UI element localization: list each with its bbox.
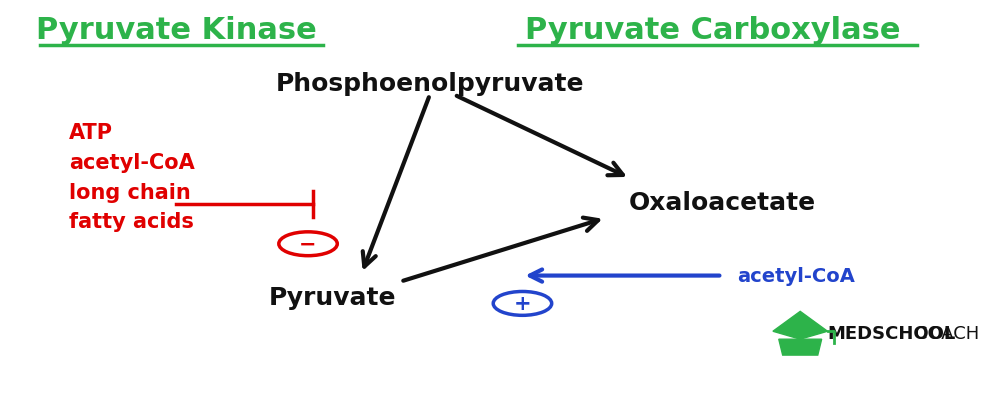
Text: Pyruvate Carboxylase: Pyruvate Carboxylase: [525, 16, 900, 45]
Text: Phosphoenolpyruvate: Phosphoenolpyruvate: [276, 72, 584, 96]
Text: +: +: [514, 294, 531, 313]
Text: Oxaloacetate: Oxaloacetate: [629, 190, 816, 215]
Text: Pyruvate: Pyruvate: [269, 286, 396, 310]
Polygon shape: [773, 311, 828, 339]
Text: COACH: COACH: [915, 324, 979, 342]
Text: acetyl-CoA: acetyl-CoA: [737, 266, 855, 286]
Text: MEDSCHOOL: MEDSCHOOL: [828, 324, 956, 342]
Text: ATP
acetyl-CoA
long chain
fatty acids: ATP acetyl-CoA long chain fatty acids: [69, 123, 195, 232]
Text: Pyruvate Kinase: Pyruvate Kinase: [36, 16, 317, 45]
Text: −: −: [299, 234, 317, 254]
Polygon shape: [779, 339, 822, 355]
